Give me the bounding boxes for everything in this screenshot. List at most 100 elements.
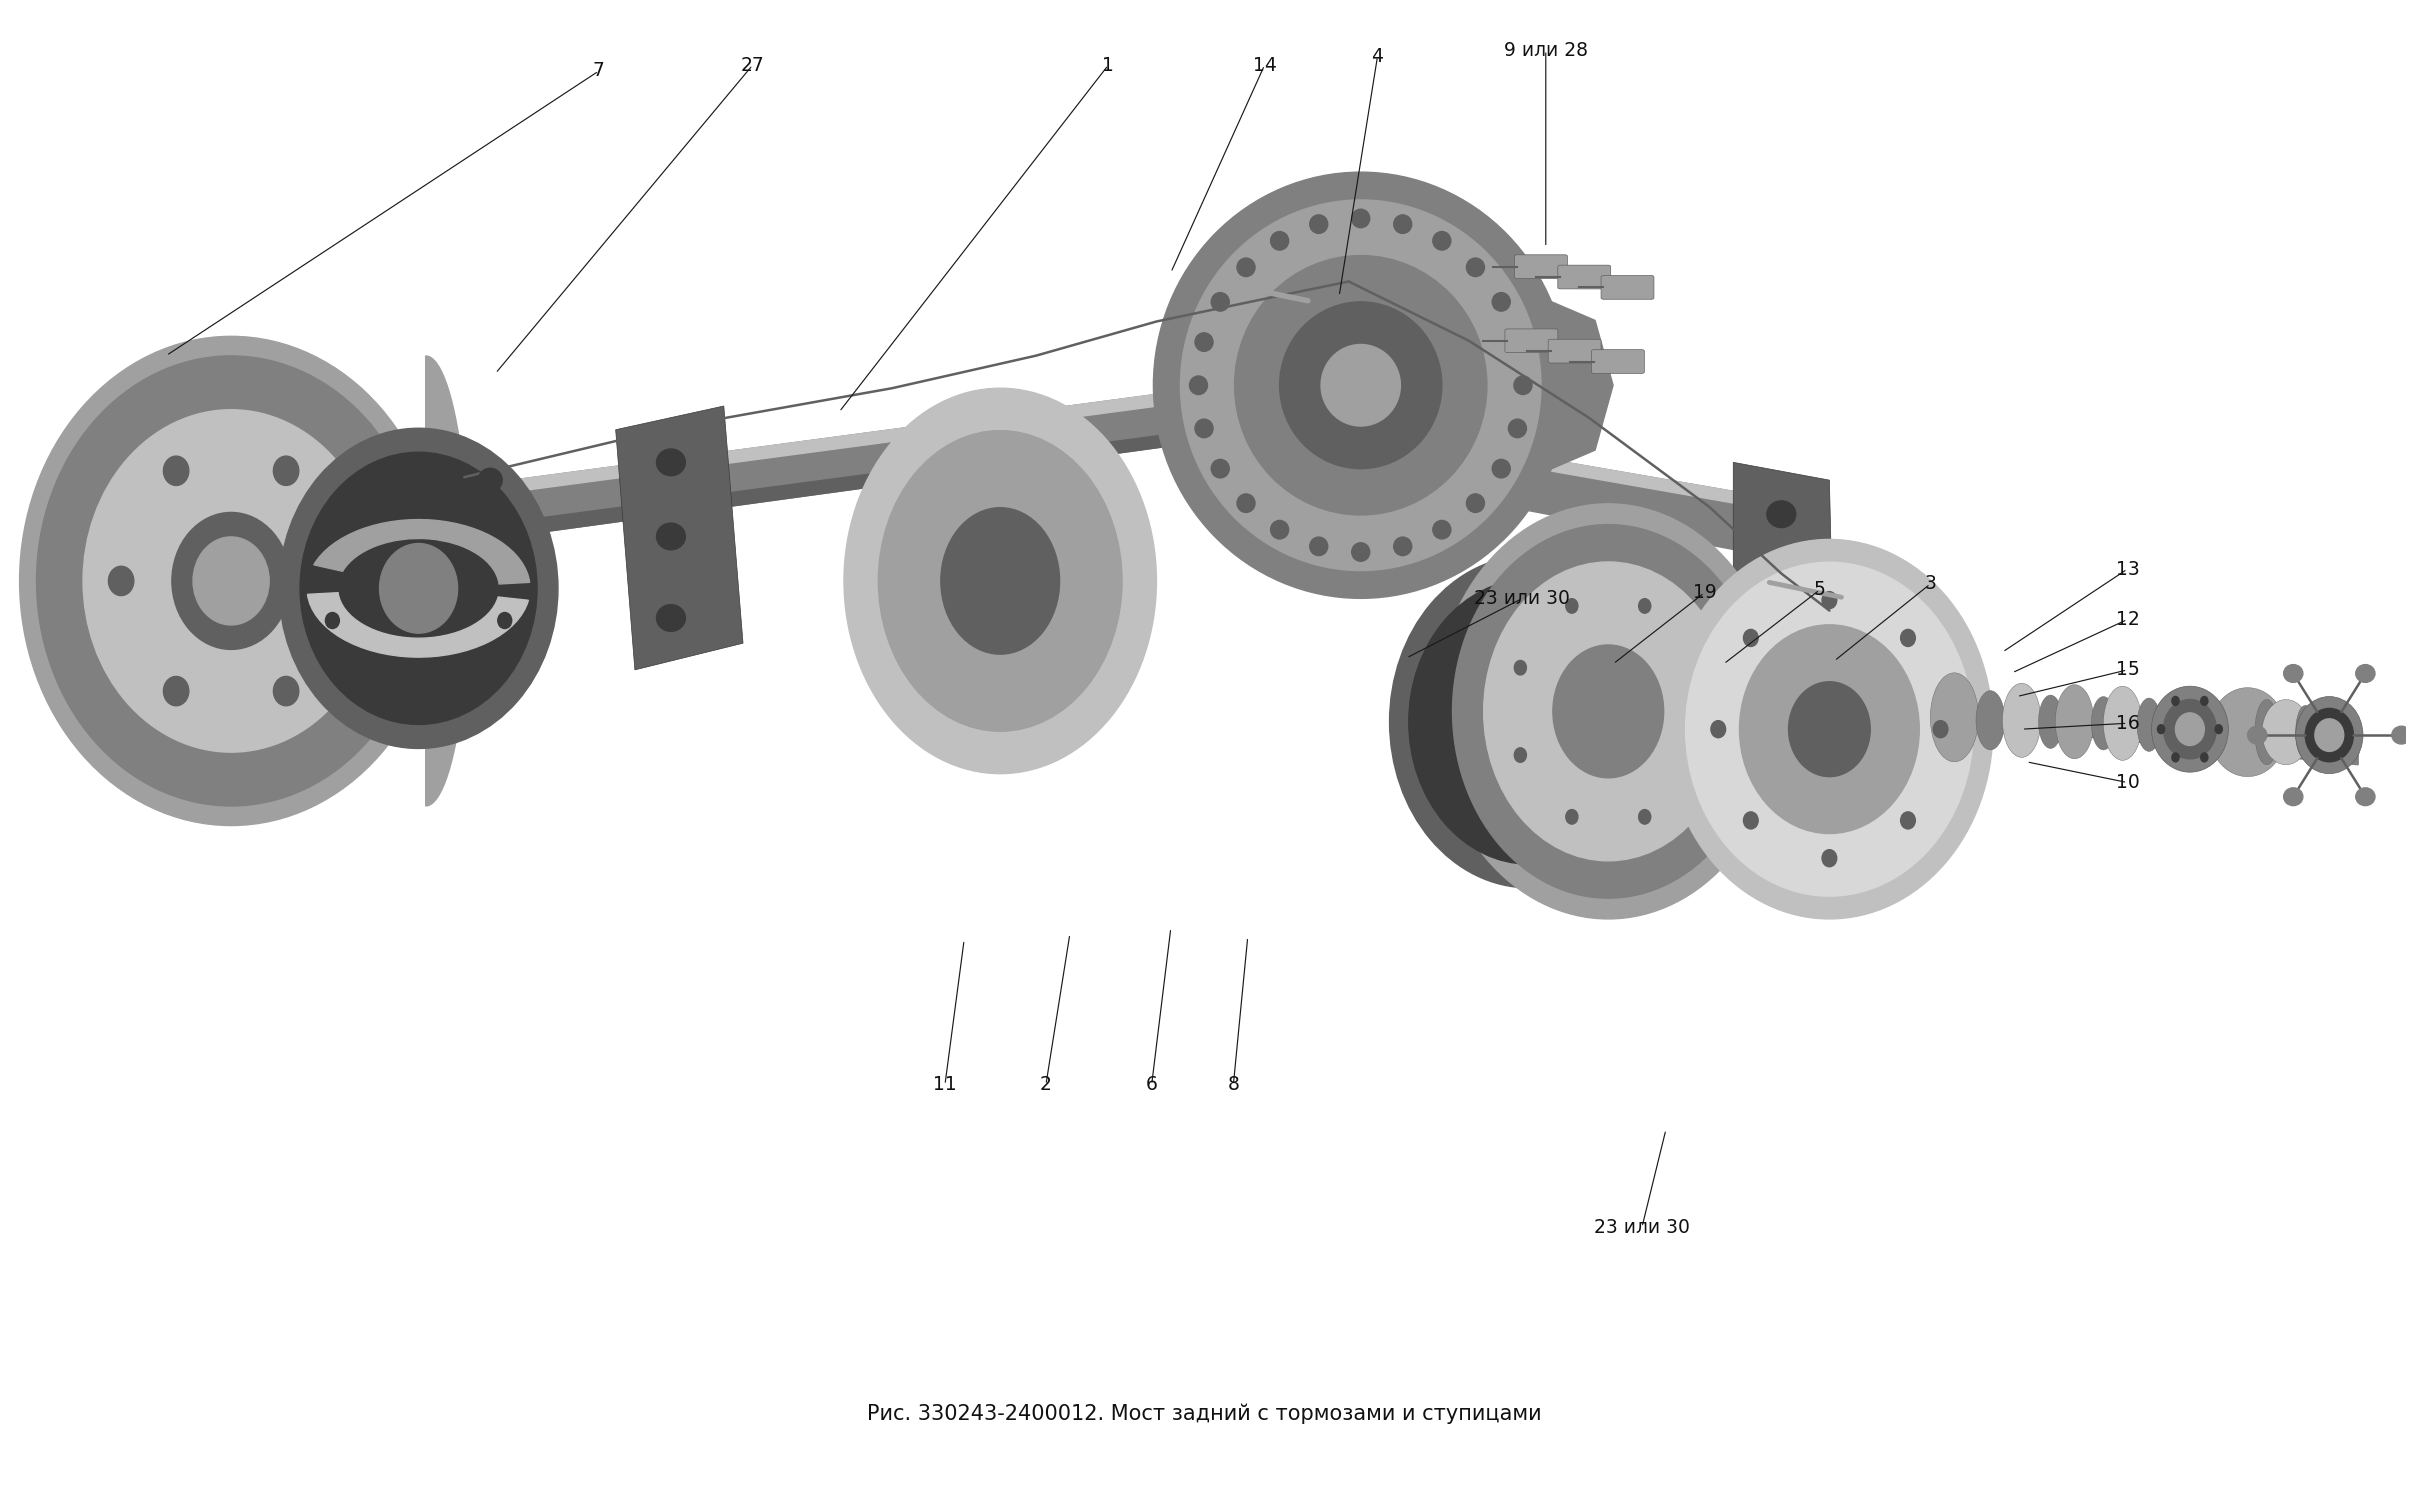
Ellipse shape [2315, 719, 2344, 751]
Ellipse shape [279, 429, 559, 748]
Ellipse shape [2173, 753, 2180, 762]
Ellipse shape [1433, 232, 1450, 250]
Ellipse shape [1484, 562, 1732, 862]
Ellipse shape [1154, 173, 1568, 598]
Text: 13: 13 [2115, 559, 2139, 579]
Text: 6: 6 [1147, 1076, 1159, 1095]
Ellipse shape [2296, 696, 2363, 774]
Polygon shape [1180, 396, 1804, 516]
Ellipse shape [1744, 629, 1759, 646]
Ellipse shape [2209, 687, 2286, 777]
Ellipse shape [1467, 257, 1484, 277]
Ellipse shape [1554, 644, 1665, 778]
Ellipse shape [2248, 726, 2267, 744]
Ellipse shape [301, 452, 537, 725]
Text: 12: 12 [2115, 610, 2139, 629]
Ellipse shape [1975, 690, 2004, 750]
Ellipse shape [1190, 376, 1207, 394]
Ellipse shape [1395, 214, 1412, 234]
Ellipse shape [164, 457, 188, 485]
Ellipse shape [658, 524, 684, 549]
Polygon shape [424, 433, 1180, 548]
Ellipse shape [2284, 787, 2303, 805]
FancyBboxPatch shape [1602, 275, 1655, 299]
Ellipse shape [2296, 705, 2315, 759]
Ellipse shape [1351, 210, 1371, 228]
Text: 5: 5 [1814, 580, 1826, 600]
Ellipse shape [1195, 420, 1214, 437]
Ellipse shape [879, 430, 1123, 731]
Ellipse shape [2151, 686, 2228, 772]
Ellipse shape [1766, 501, 1795, 528]
Polygon shape [426, 356, 470, 806]
Text: 7: 7 [593, 61, 605, 80]
Ellipse shape [2262, 699, 2310, 765]
Ellipse shape [1513, 376, 1532, 394]
Ellipse shape [1310, 537, 1327, 555]
Ellipse shape [19, 336, 443, 826]
Ellipse shape [1270, 232, 1289, 250]
Polygon shape [424, 391, 1180, 548]
Ellipse shape [1310, 214, 1327, 234]
Text: 4: 4 [1371, 46, 1383, 65]
Polygon shape [1180, 396, 1804, 562]
Ellipse shape [272, 457, 299, 485]
Text: 11: 11 [932, 1076, 956, 1095]
Text: 27: 27 [742, 55, 764, 74]
Ellipse shape [2163, 699, 2216, 759]
Ellipse shape [2137, 698, 2161, 751]
Ellipse shape [1508, 420, 1527, 437]
Ellipse shape [193, 537, 270, 625]
Ellipse shape [2055, 684, 2093, 759]
Text: 2: 2 [1041, 1076, 1053, 1095]
Ellipse shape [2216, 725, 2224, 734]
Ellipse shape [843, 388, 1156, 774]
Ellipse shape [2255, 699, 2279, 765]
Ellipse shape [499, 613, 511, 628]
Ellipse shape [1667, 540, 1992, 920]
Ellipse shape [1766, 559, 1795, 586]
FancyBboxPatch shape [1592, 350, 1645, 373]
Ellipse shape [1212, 460, 1229, 478]
Ellipse shape [325, 613, 340, 628]
Text: 3: 3 [1925, 574, 1937, 594]
Ellipse shape [2202, 696, 2209, 705]
Ellipse shape [1766, 626, 1795, 653]
Ellipse shape [164, 677, 188, 705]
Ellipse shape [1821, 850, 1836, 866]
Ellipse shape [1744, 812, 1759, 829]
Text: 16: 16 [2115, 714, 2139, 732]
Ellipse shape [2173, 696, 2180, 705]
Ellipse shape [108, 567, 135, 595]
Ellipse shape [1270, 521, 1289, 539]
Ellipse shape [942, 507, 1060, 655]
Ellipse shape [477, 469, 501, 493]
Ellipse shape [658, 449, 684, 476]
Ellipse shape [1691, 748, 1703, 762]
Ellipse shape [36, 356, 426, 806]
Ellipse shape [1351, 543, 1371, 561]
Ellipse shape [1491, 460, 1510, 478]
Ellipse shape [2002, 683, 2040, 757]
Ellipse shape [658, 604, 684, 631]
Ellipse shape [465, 496, 479, 512]
Ellipse shape [1787, 682, 1869, 777]
Ellipse shape [272, 677, 299, 705]
Ellipse shape [2305, 708, 2354, 762]
Text: 8: 8 [1229, 1076, 1238, 1095]
Text: 23 или 30: 23 или 30 [1595, 1217, 1689, 1237]
Ellipse shape [1395, 537, 1412, 555]
Ellipse shape [1233, 256, 1486, 515]
Wedge shape [308, 592, 528, 658]
Ellipse shape [1638, 598, 1650, 613]
Ellipse shape [2356, 665, 2375, 683]
Ellipse shape [1566, 598, 1578, 613]
Ellipse shape [1566, 809, 1578, 824]
Ellipse shape [1930, 673, 1978, 762]
Ellipse shape [1433, 521, 1450, 539]
Ellipse shape [1320, 345, 1400, 426]
Ellipse shape [1212, 293, 1229, 311]
FancyBboxPatch shape [1506, 329, 1559, 353]
Ellipse shape [1901, 629, 1915, 646]
Ellipse shape [2158, 725, 2166, 734]
